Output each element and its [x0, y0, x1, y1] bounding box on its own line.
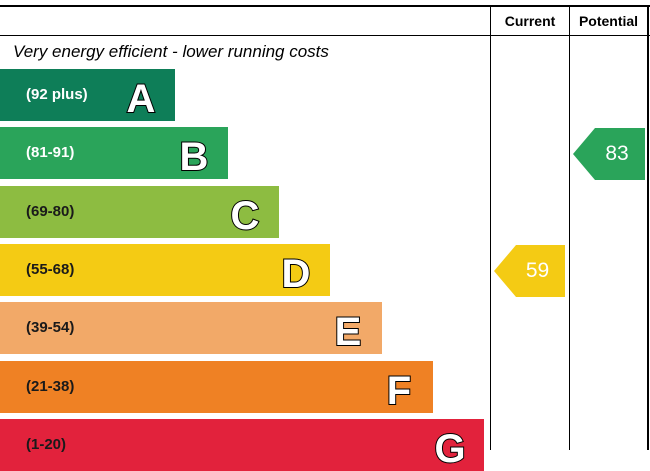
- band-letter-text: B: [180, 135, 209, 177]
- potential-rating-arrow-shape: [573, 128, 645, 180]
- band-c: (69-80) C: [0, 186, 279, 238]
- band-range-label: (81-91): [26, 144, 75, 161]
- band-range-label: (39-54): [26, 319, 75, 336]
- top-border: [0, 5, 650, 7]
- potential-rating-arrow: 83: [573, 128, 645, 180]
- right-border: [647, 5, 649, 450]
- chart-column-divider: [490, 5, 491, 450]
- band-range-label: (69-80): [26, 203, 75, 220]
- band-a: (92 plus) A: [0, 69, 175, 121]
- current-column-divider: [569, 5, 570, 450]
- band-g: (1-20) G: [0, 419, 484, 471]
- band-letter-text: E: [335, 310, 362, 352]
- efficiency-subtitle: Very energy efficient - lower running co…: [13, 42, 329, 61]
- band-letter: E: [334, 309, 363, 352]
- band-letter: G: [433, 426, 466, 469]
- band-range-label: (92 plus): [26, 86, 88, 103]
- potential-rating-value: 83: [605, 142, 629, 165]
- band-range-label: (21-38): [26, 378, 75, 395]
- current-rating-value: 59: [525, 259, 550, 282]
- current-rating-arrow: 59: [494, 245, 565, 297]
- band-letter-text: G: [434, 427, 465, 469]
- band-letter: D: [281, 251, 312, 294]
- band-letter: C: [230, 193, 261, 236]
- band-b: (81-91) B: [0, 127, 228, 179]
- band-range-label: (1-20): [26, 436, 67, 453]
- potential-column-header: Potential: [578, 13, 639, 29]
- band-range-label: (55-68): [26, 261, 75, 278]
- current-rating-arrow-shape: [494, 245, 565, 297]
- band-letter-text: F: [387, 369, 411, 411]
- energy-rating-chart: Current Potential Very energy efficient …: [0, 5, 650, 471]
- header-divider: [0, 35, 650, 36]
- band-letter: F: [386, 368, 412, 411]
- band-letter: A: [126, 76, 157, 119]
- band-letter: B: [179, 134, 210, 177]
- band-e: (39-54) E: [0, 302, 382, 354]
- band-f: (21-38) F: [0, 361, 433, 413]
- band-d: (55-68) D: [0, 244, 330, 296]
- band-letter-text: A: [127, 77, 156, 119]
- current-column-header: Current: [504, 13, 556, 29]
- band-letter-text: C: [231, 194, 260, 236]
- band-letter-text: D: [282, 252, 311, 294]
